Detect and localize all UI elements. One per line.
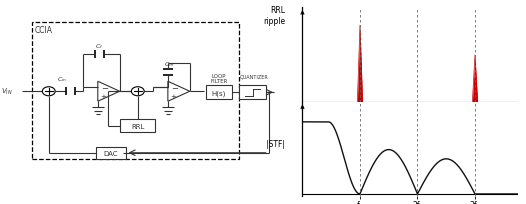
Text: +: + bbox=[100, 94, 107, 100]
Circle shape bbox=[42, 87, 55, 96]
Text: CCIA: CCIA bbox=[35, 26, 53, 34]
Bar bbox=[239, 86, 266, 100]
Y-axis label: |STF|: |STF| bbox=[266, 140, 285, 149]
Text: +: + bbox=[171, 94, 177, 100]
Bar bbox=[120, 119, 155, 133]
Text: $V_{IN}$: $V_{IN}$ bbox=[2, 87, 13, 97]
Y-axis label: RRL
ripple: RRL ripple bbox=[263, 6, 285, 26]
Bar bbox=[96, 147, 126, 159]
Text: 2fₛ: 2fₛ bbox=[412, 110, 423, 119]
Text: DAC: DAC bbox=[104, 150, 118, 156]
Text: FILTER: FILTER bbox=[210, 79, 228, 84]
Bar bbox=[32, 22, 239, 159]
Text: RRL: RRL bbox=[131, 123, 145, 129]
Circle shape bbox=[132, 87, 144, 96]
Text: −: − bbox=[171, 83, 178, 92]
Text: H(s): H(s) bbox=[212, 90, 226, 96]
Text: 3fₛ: 3fₛ bbox=[470, 110, 480, 119]
Text: fₛ: fₛ bbox=[357, 110, 363, 119]
Text: $C_{in}$: $C_{in}$ bbox=[57, 75, 67, 84]
Text: $C_m$: $C_m$ bbox=[164, 60, 175, 68]
Text: −: − bbox=[100, 83, 108, 92]
Bar bbox=[206, 86, 232, 100]
Text: $C_f$: $C_f$ bbox=[95, 42, 104, 51]
Text: QUANTIZER: QUANTIZER bbox=[240, 74, 268, 79]
Text: LOOP: LOOP bbox=[211, 74, 226, 79]
